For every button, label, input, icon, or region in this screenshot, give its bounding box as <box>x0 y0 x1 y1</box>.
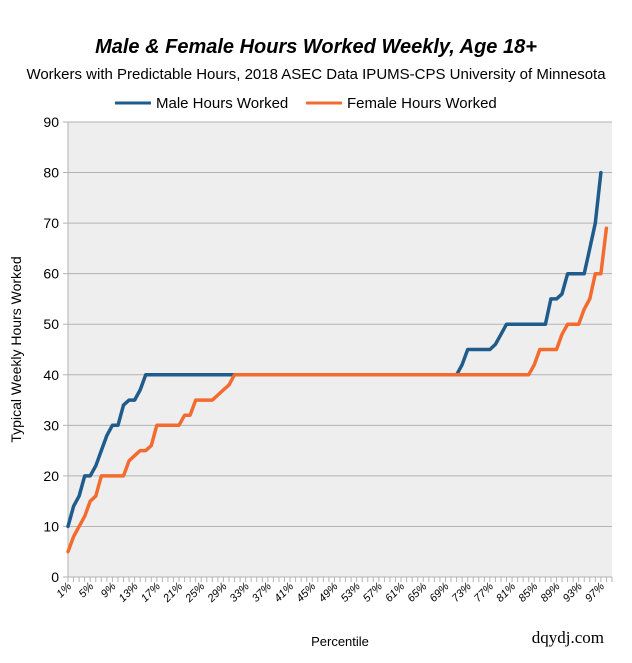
x-tick-label: 81% <box>494 580 518 604</box>
y-axis-title: Typical Weekly Hours Worked <box>8 256 24 442</box>
x-tick-label: 9% <box>99 580 119 600</box>
x-tick-label: 41% <box>272 580 296 604</box>
x-tick-label: 65% <box>405 580 429 604</box>
x-tick-label: 57% <box>361 580 385 604</box>
y-tick-label: 40 <box>43 367 59 383</box>
x-tick-label: 53% <box>339 580 363 604</box>
x-tick-label: 33% <box>228 580 252 604</box>
y-tick-label: 80 <box>43 165 59 181</box>
series-line-female <box>66 226 609 554</box>
x-tick-label: 73% <box>450 580 474 604</box>
x-tick-label: 45% <box>294 580 318 604</box>
y-tick-label: 10 <box>43 518 59 534</box>
watermark: dqydj.com <box>531 628 604 647</box>
x-tick-label: 69% <box>428 580 452 604</box>
y-tick-label: 0 <box>51 569 59 585</box>
legend-label-female: Female Hours Worked <box>347 95 497 112</box>
x-tick-label: 29% <box>205 580 230 605</box>
y-tick-label: 90 <box>43 114 59 130</box>
x-axis-title: Percentile <box>311 634 369 649</box>
x-tick-label: 93% <box>561 580 585 604</box>
x-tick-label: 17% <box>139 580 163 604</box>
x-tick-label: 21% <box>160 580 185 605</box>
x-tick-label: 61% <box>383 580 407 604</box>
y-tick-label: 30 <box>43 417 59 433</box>
x-tick-label: 13% <box>117 580 141 604</box>
y-tick-label: 60 <box>43 266 59 282</box>
y-tick-label: 50 <box>43 316 59 332</box>
plot-area <box>68 122 612 577</box>
chart-title: Male & Female Hours Worked Weekly, Age 1… <box>95 36 537 58</box>
x-tick-label: 25% <box>183 580 208 605</box>
x-tick-label: 49% <box>317 580 341 604</box>
x-tick-label: 85% <box>516 580 540 604</box>
chart-subtitle: Workers with Predictable Hours, 2018 ASE… <box>26 66 606 83</box>
x-tick-label: 89% <box>539 580 563 604</box>
x-tick-label: 77% <box>472 580 496 604</box>
y-tick-label: 20 <box>43 468 59 484</box>
x-tick-label: 37% <box>250 580 274 604</box>
legend-label-male: Male Hours Worked <box>156 95 288 112</box>
x-tick-label: 5% <box>77 580 97 600</box>
x-tick-label: 97% <box>583 580 607 604</box>
y-tick-label: 70 <box>43 215 59 231</box>
